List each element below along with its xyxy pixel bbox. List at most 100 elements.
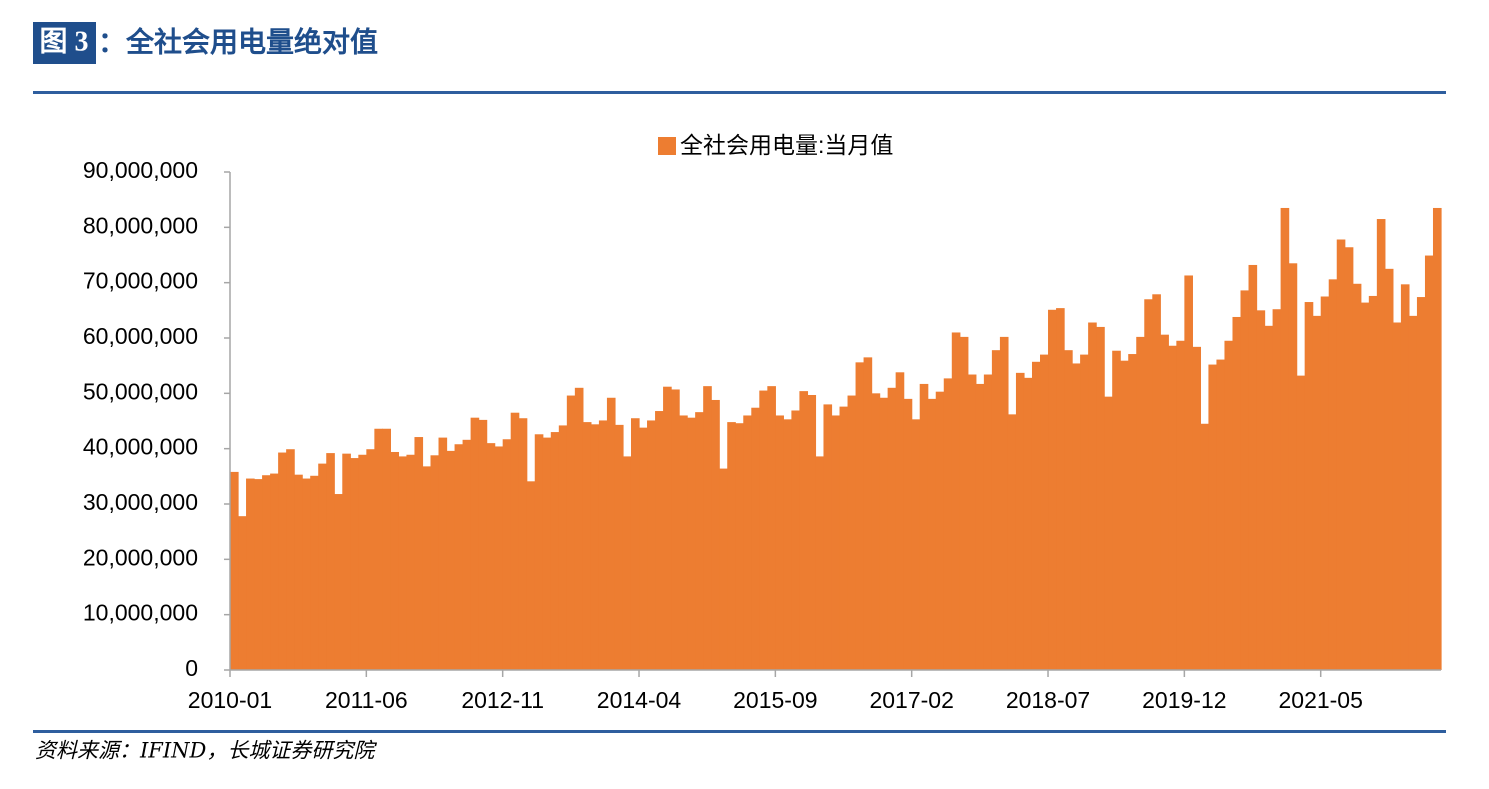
bar (1400, 284, 1410, 670)
source-note: 资料来源：IFIND，长城证券研究院 (35, 739, 377, 763)
bar (1136, 336, 1145, 670)
x-tick-label: 2012-11 (461, 687, 544, 713)
y-tick-label: 80,000,000 (83, 212, 198, 238)
y-tick-label: 0 (185, 655, 198, 681)
bar (943, 378, 953, 670)
bar (310, 475, 319, 670)
bar (887, 387, 897, 670)
bar (831, 415, 841, 670)
bar (326, 453, 335, 670)
bar (1152, 294, 1161, 670)
bar (334, 494, 343, 670)
bar (246, 478, 255, 670)
bar (1080, 354, 1089, 670)
bar (342, 453, 351, 670)
bar (1408, 315, 1418, 670)
bar (847, 395, 857, 670)
bar (1088, 322, 1097, 670)
bar (879, 397, 889, 670)
bar (1272, 309, 1282, 670)
bar (1360, 302, 1370, 670)
x-tick-label: 2014-04 (597, 687, 682, 713)
bar (1424, 255, 1434, 670)
bar (1280, 207, 1290, 670)
bar (647, 420, 656, 670)
bar (655, 411, 664, 670)
x-tick-label: 2010-01 (188, 687, 272, 713)
bar (1328, 279, 1338, 670)
bar (1240, 290, 1250, 670)
bar (1015, 372, 1025, 670)
bar (1040, 354, 1049, 670)
x-tick-label: 2019-12 (1142, 687, 1226, 713)
bar (1112, 350, 1121, 670)
bar (1168, 345, 1177, 670)
bar (1056, 308, 1065, 670)
bar (286, 449, 295, 670)
bar (759, 390, 768, 670)
bar (1384, 268, 1394, 670)
bar (839, 406, 849, 670)
footer-rule (33, 730, 1446, 733)
bar (1336, 239, 1346, 671)
bar (486, 443, 496, 670)
bar (294, 474, 303, 670)
legend-swatch (658, 137, 676, 155)
y-tick-label: 70,000,000 (83, 268, 198, 294)
y-tick-label: 60,000,000 (83, 323, 198, 349)
bar (1096, 326, 1105, 670)
bar (566, 395, 576, 670)
figure-label: 图 3 (39, 26, 88, 57)
header-rule (33, 91, 1446, 94)
bar (1064, 350, 1073, 670)
bar (630, 418, 640, 670)
bar (382, 428, 391, 670)
bar (550, 432, 560, 670)
bar (743, 415, 752, 670)
bar (1104, 396, 1113, 670)
bar (374, 428, 383, 670)
bar (1208, 364, 1218, 670)
bar (951, 332, 961, 670)
bar (663, 386, 672, 670)
bar (414, 437, 424, 670)
bar (959, 336, 969, 670)
bar (606, 397, 616, 670)
bar (903, 398, 913, 670)
bar (398, 456, 408, 670)
bar (855, 362, 865, 670)
bar (1352, 283, 1362, 670)
bar (1376, 219, 1386, 671)
bar (679, 415, 688, 670)
bar (1120, 360, 1129, 670)
bar (1128, 354, 1137, 670)
bar (807, 394, 817, 670)
bar (687, 417, 696, 670)
bar (1216, 359, 1226, 670)
bar (1031, 361, 1041, 670)
bar (967, 374, 977, 670)
bar (1368, 295, 1378, 670)
bar (390, 451, 400, 670)
bar (775, 415, 784, 670)
bar (1224, 340, 1234, 670)
bar (1320, 296, 1330, 670)
bar (518, 418, 528, 670)
bar (470, 417, 480, 670)
bar (767, 386, 776, 670)
bar (983, 374, 993, 670)
bar (422, 466, 432, 670)
bar (751, 407, 760, 670)
bar (254, 479, 263, 670)
bar (927, 398, 937, 670)
bar (711, 399, 720, 670)
bar (1432, 207, 1442, 670)
bar (1344, 247, 1354, 670)
bar (863, 357, 873, 670)
bar (991, 350, 1001, 670)
bar (446, 450, 456, 670)
bar (895, 372, 905, 670)
bar (783, 419, 792, 670)
bar (302, 478, 311, 670)
